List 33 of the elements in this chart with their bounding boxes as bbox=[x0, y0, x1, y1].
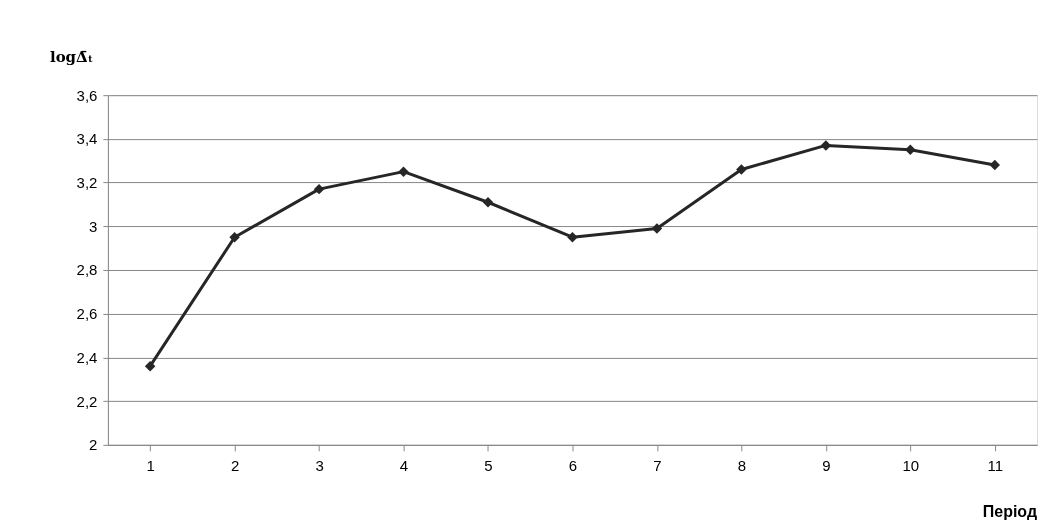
y-tick-label: 2,2 bbox=[76, 392, 98, 410]
x-tick-label: 6 bbox=[568, 457, 578, 475]
y-axis-title: logΔ̄ₜ bbox=[49, 48, 94, 67]
y-tick-label: 3 bbox=[89, 217, 98, 235]
x-tick-label: 10 bbox=[902, 457, 920, 475]
point bbox=[229, 231, 240, 243]
x-axis-title: Період bbox=[982, 502, 1038, 520]
x-tick-label: 5 bbox=[484, 457, 493, 475]
point bbox=[651, 223, 663, 234]
point bbox=[905, 144, 916, 156]
x-tick-label: 7 bbox=[653, 457, 662, 475]
x-tick-label: 2 bbox=[230, 457, 240, 475]
point bbox=[313, 183, 325, 195]
point bbox=[567, 231, 578, 243]
x-tick-label: 4 bbox=[399, 457, 409, 475]
x-tick-label: 3 bbox=[315, 457, 324, 475]
x-tick-label: 1 bbox=[146, 457, 155, 475]
y-tick-label: 3,4 bbox=[76, 130, 98, 148]
point bbox=[398, 166, 409, 177]
point bbox=[989, 159, 1001, 171]
point bbox=[736, 164, 747, 175]
y-tick-label: 2,8 bbox=[76, 261, 98, 279]
point bbox=[144, 360, 156, 372]
y-tick-label: 3,6 bbox=[76, 86, 98, 104]
x-tick-label: 11 bbox=[987, 457, 1004, 475]
y-tick-label: 3,2 bbox=[76, 174, 98, 192]
x-tick-label: 9 bbox=[822, 457, 831, 475]
x-tick-label: 8 bbox=[737, 457, 747, 475]
point bbox=[820, 140, 832, 151]
y-tick-label: 2,4 bbox=[76, 348, 98, 366]
y-tick-label: 2 bbox=[89, 436, 98, 454]
y-tick-label: 2,6 bbox=[76, 305, 98, 323]
point bbox=[482, 197, 494, 208]
